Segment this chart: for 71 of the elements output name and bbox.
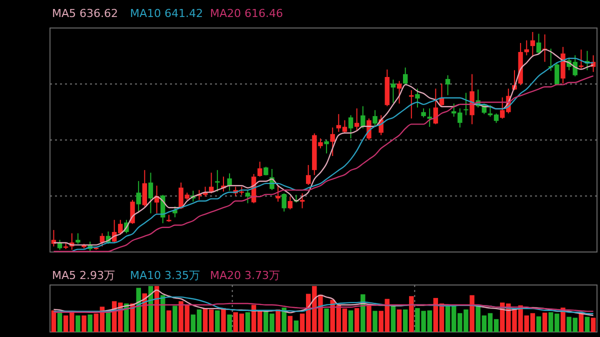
bar [402,309,408,332]
candlestick [578,49,584,70]
text: MA20 616.46 [210,7,283,20]
candlestick [288,196,293,210]
candlestick [76,232,80,244]
candlestick [330,126,335,157]
candlestick [415,88,420,108]
candlestick [257,161,262,178]
candlestick [360,106,366,129]
candlestick [348,114,354,139]
candlestick [470,74,474,125]
candlestick [530,32,536,57]
candlestick [208,172,214,194]
bar [276,309,280,332]
bar [227,314,232,332]
bar [106,312,111,332]
bar [282,308,286,332]
bar [166,310,172,332]
candlestick [354,108,360,131]
candlestick [324,139,329,154]
text: MA10 641.42 [130,7,203,20]
candlestick [396,80,402,104]
bar [348,310,354,332]
bar [360,294,366,332]
bar [396,309,402,332]
bar [354,308,360,332]
candlestick [524,40,529,56]
candlestick [372,110,378,127]
bar [536,316,542,332]
bar [215,310,220,332]
bar [409,296,414,332]
bar [82,315,86,332]
bar [136,288,141,332]
candlestick [427,108,432,128]
candlestick [402,67,408,86]
bar [245,312,250,332]
candlestick [276,184,280,202]
bar [390,306,396,332]
candlestick [245,190,250,204]
candlestick [130,199,135,224]
candlestick [136,180,141,214]
candlestick [536,33,542,54]
candlestick [227,172,232,192]
bar [160,295,166,332]
bar [366,305,372,332]
candlestick [306,164,311,186]
candlestick [282,192,286,212]
text: MA5 636.62 [52,7,118,20]
bar [584,316,590,332]
candlestick [445,74,450,96]
text: MA20 3.73万 [210,269,280,282]
bar [76,315,80,332]
bar [470,295,474,332]
candlestick [464,92,468,116]
candlestick [409,90,414,119]
candlestick [390,79,396,104]
bar [590,318,596,332]
bar [88,314,92,332]
candlestick [172,206,178,218]
bar [57,312,62,332]
candlestick [142,170,148,208]
bar [221,308,226,332]
bar [372,310,378,332]
bar [172,306,178,332]
candlestick [148,172,154,214]
bar [294,320,299,332]
text: MA5 2.93万 [52,269,116,282]
bar [324,308,329,332]
series-label: MA10 3.35万 [130,269,200,282]
bar [542,312,548,332]
bar [288,316,293,332]
